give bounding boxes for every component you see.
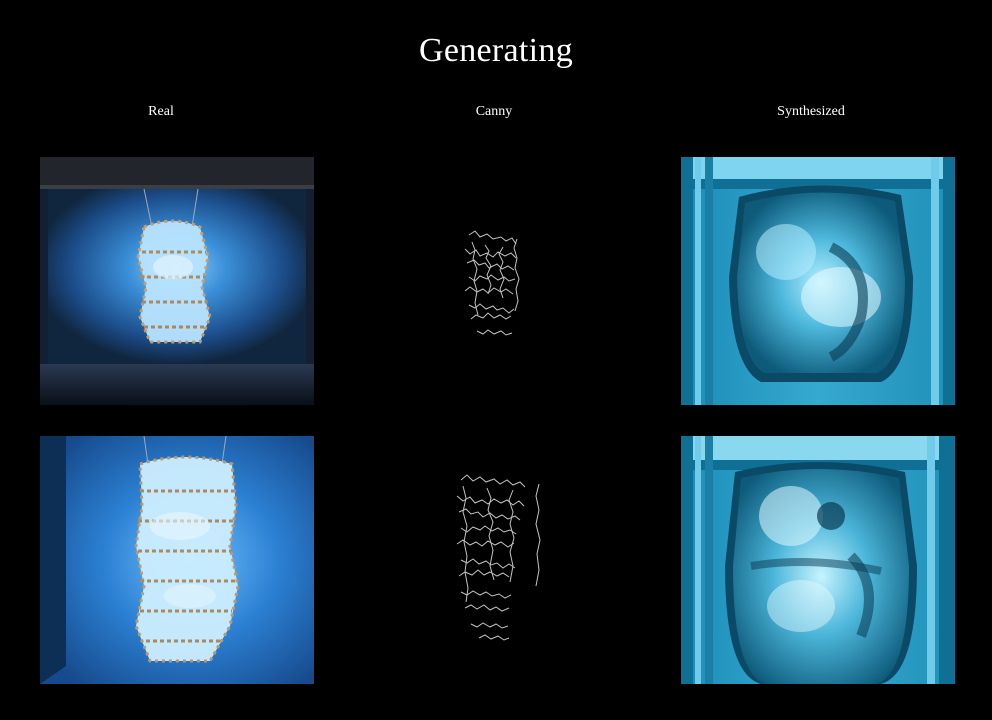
canny-image-1 [357,157,631,405]
canny-image-2 [357,436,631,684]
real-image-1 [40,157,314,405]
column-label-real: Real [148,104,174,119]
synthesized-image-2 [681,436,955,684]
page-title: Generating [418,32,574,69]
column-label-canny: Canny [475,104,513,119]
synthesized-image-1 [681,157,955,405]
column-label-synthesized: Synthesized [777,104,845,119]
real-image-2 [40,436,314,684]
